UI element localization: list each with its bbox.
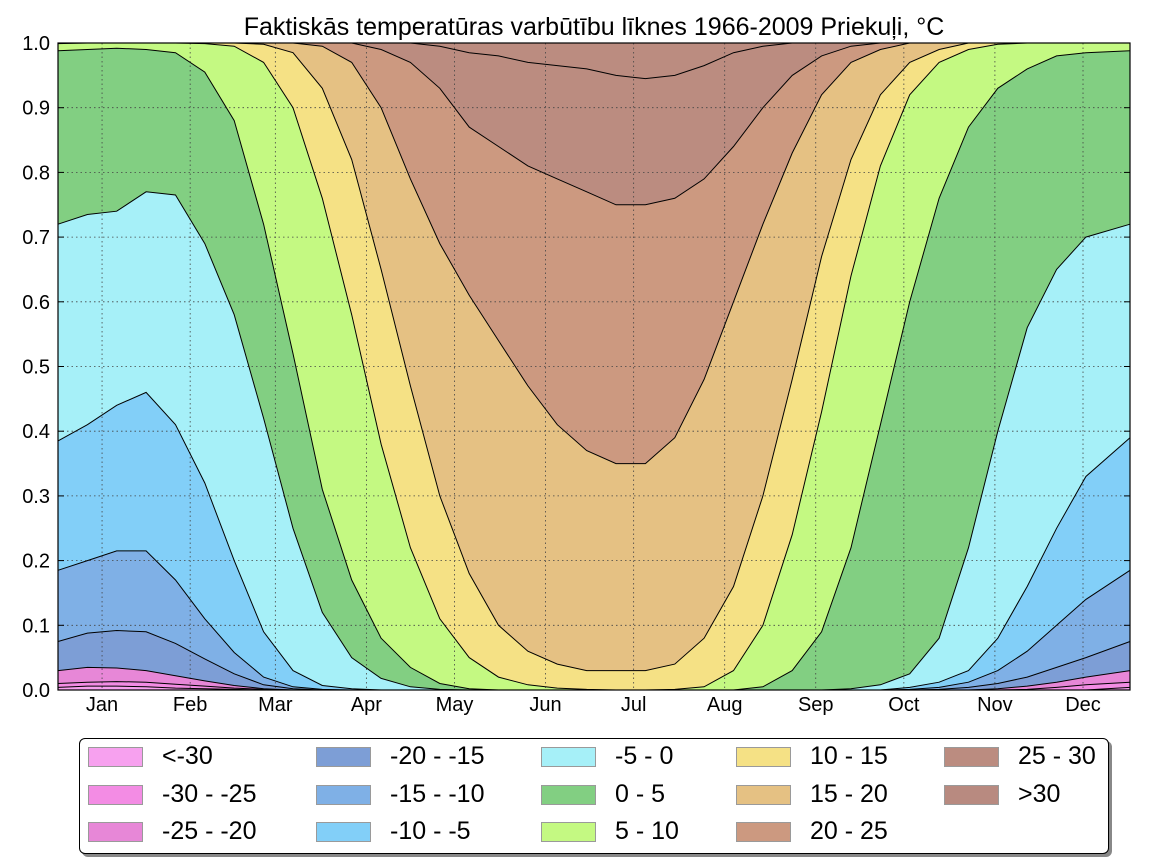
x-tick-label: Oct	[888, 694, 920, 716]
legend-swatch	[316, 785, 371, 805]
area-band-10	[58, 43, 1130, 671]
legend-label: 5 - 10	[615, 817, 679, 845]
y-tick-label: 0.7	[22, 227, 50, 249]
chart-title: Faktiskās temperatūras varbūtību līknes …	[244, 13, 945, 41]
chart: Faktiskās temperatūras varbūtību līknes …	[22, 13, 1131, 716]
y-tick-label: 0.6	[22, 292, 50, 314]
area-band-7	[58, 48, 1130, 690]
x-tick-label: Apr	[351, 694, 382, 716]
legend-label: <-30	[162, 742, 213, 770]
x-tick-label: Mar	[258, 694, 293, 716]
y-tick-label: 0.5	[22, 357, 50, 379]
area-layers	[58, 43, 1130, 691]
legend-label: -25 - -20	[162, 817, 257, 845]
x-tick-label: Nov	[977, 694, 1013, 716]
x-tick-label: Dec	[1065, 694, 1101, 716]
legend-label: -5 - 0	[615, 742, 674, 770]
x-tick-label: Jun	[529, 694, 561, 716]
legend-label: -10 - -5	[390, 817, 471, 845]
y-tick-label: 0.9	[22, 98, 50, 120]
legend-label: 20 - 25	[810, 817, 888, 845]
legend-swatch	[944, 785, 999, 805]
x-tick-label: Aug	[707, 694, 743, 716]
x-tick-label: Feb	[173, 694, 207, 716]
legend-label: 15 - 20	[810, 780, 888, 808]
x-axis-ticks: Jan Feb Mar Apr May Jun Jul Aug Sep Oct Nov Dec	[86, 694, 1101, 716]
legend-swatch	[316, 747, 371, 767]
area-band-12	[58, 43, 1130, 205]
x-tick-label: May	[436, 694, 474, 716]
x-tick-label: Jul	[621, 694, 647, 716]
legend-label: 10 - 15	[810, 742, 888, 770]
legend-label: >30	[1018, 780, 1061, 808]
x-tick-label: Jan	[86, 694, 118, 716]
legend-swatch	[541, 822, 596, 842]
y-tick-label: 0.3	[22, 486, 50, 508]
legend-label: 0 - 5	[615, 780, 666, 808]
legend-swatch	[736, 785, 791, 805]
y-tick-label: 1.0	[22, 33, 50, 55]
legend-swatch	[736, 747, 791, 767]
legend-swatch	[88, 747, 143, 767]
legend-label: -20 - -15	[390, 742, 485, 770]
area-band-5	[58, 392, 1130, 690]
legend-swatch	[541, 747, 596, 767]
legend-swatch	[88, 785, 143, 805]
y-tick-label: 0.2	[22, 551, 50, 573]
legend-swatch	[541, 785, 596, 805]
legend-label: -30 - -25	[162, 780, 257, 808]
legend-swatch	[316, 822, 371, 842]
area-band-13	[58, 43, 1130, 79]
y-tick-label: 0.8	[22, 162, 50, 184]
y-tick-label: 0.1	[22, 615, 50, 637]
area-band-4	[58, 550, 1130, 690]
legend-swatch	[736, 822, 791, 842]
area-band-3	[58, 630, 1130, 690]
area-band-2	[58, 667, 1130, 690]
x-tick-label: Sep	[798, 694, 834, 716]
legend-label: 25 - 30	[1018, 742, 1096, 770]
legend-swatch	[88, 822, 143, 842]
y-axis-ticks: 0.0 0.1 0.2 0.3 0.4 0.5 0.6 0.7 0.8 0.9 1.0	[22, 33, 1130, 702]
area-band-9	[58, 43, 1130, 690]
y-tick-label: 0.0	[22, 680, 50, 702]
legend-label: -15 - -10	[390, 780, 485, 808]
area-band-11	[58, 43, 1130, 464]
legend-swatch	[944, 747, 999, 767]
area-band-6	[58, 191, 1130, 691]
legend: <-30 -30 - -25 -25 - -20 -20 - -15 -15 - -10…	[79, 738, 1109, 854]
y-tick-label: 0.4	[22, 421, 50, 443]
